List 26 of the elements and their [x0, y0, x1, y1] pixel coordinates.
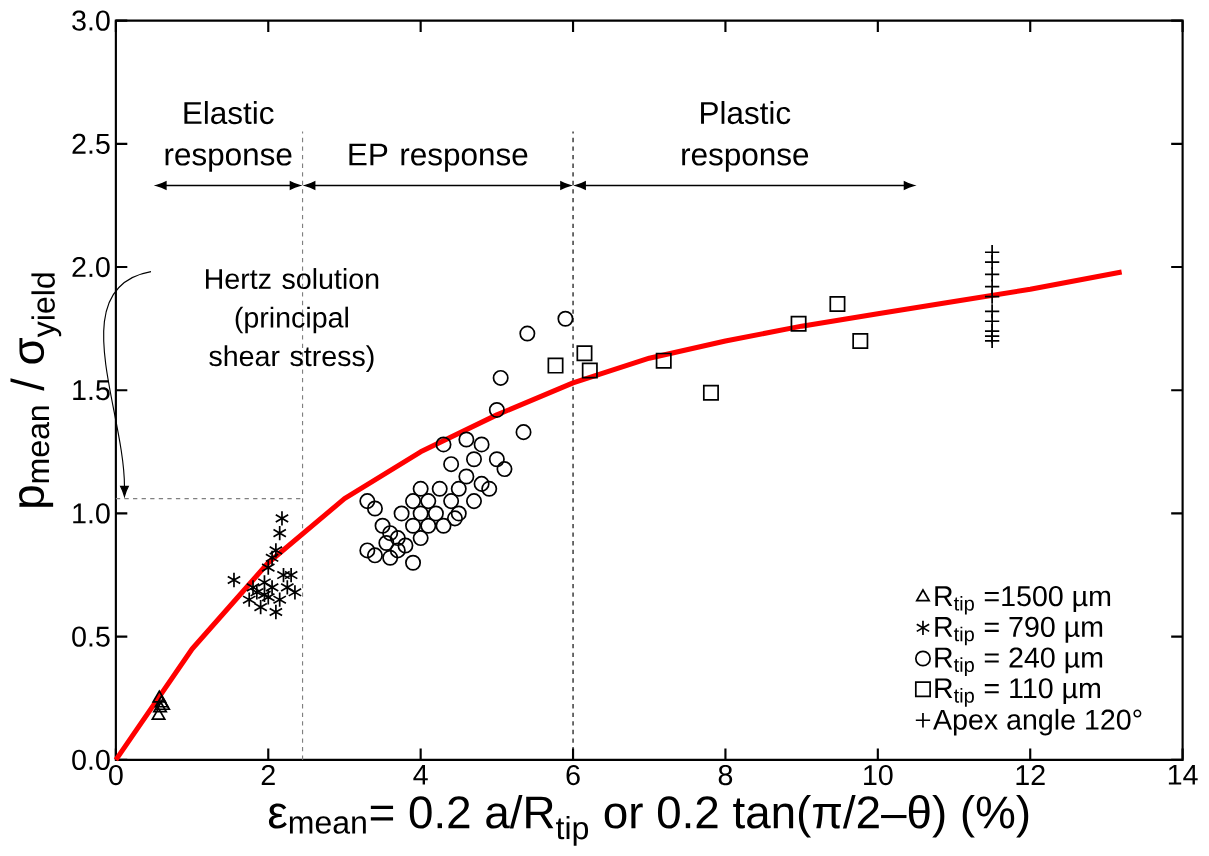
y-tick-label: 1.5: [73, 380, 110, 401]
x-tick-label: 0: [109, 764, 123, 786]
annotation: Plastic response: [682, 100, 809, 172]
y-tick-label: 1.0: [73, 503, 110, 524]
legend-label: R$_{tip}$ = 240 µm: [935, 647, 1103, 676]
x-tick-label: 12: [1016, 764, 1045, 785]
x-tick-label: 4: [413, 764, 428, 785]
x-tick-label: 6: [566, 764, 580, 786]
legend-label: Apex angle 120°: [933, 708, 1142, 736]
annotation: Elastic response: [165, 100, 292, 172]
x-tick-label: 2: [261, 764, 275, 785]
x-tick-label: 10: [864, 764, 893, 786]
annotation: Hertz solution (principal shear stress): [206, 267, 379, 372]
legend-label: R$_{tip}$ =1500 µm: [935, 585, 1111, 615]
x-axis-title: ε$_{mean}$= 0.2 a/R$_{tip}$ or 0.2 tan(π/2–θ) (%): [268, 794, 1029, 846]
y-tick-label: 2.5: [72, 133, 110, 154]
y-tick-label: 2.0: [72, 256, 110, 278]
legend-label: R$_{tip}$ = 110 µm: [935, 678, 1100, 707]
y-tick-label: 0.5: [72, 626, 110, 647]
y-tick-label: 0.0: [72, 749, 110, 770]
x-tick-label: 8: [718, 764, 733, 786]
y-axis-title: p$_{mean}$ / σ$_{yield}$: [10, 273, 62, 507]
annotation: EP response: [349, 143, 528, 172]
y-tick-label: 3.0: [72, 10, 110, 31]
x-tick-label: 14: [1168, 764, 1198, 785]
legend-label: R$_{tip}$ = 790 µm: [935, 616, 1103, 646]
